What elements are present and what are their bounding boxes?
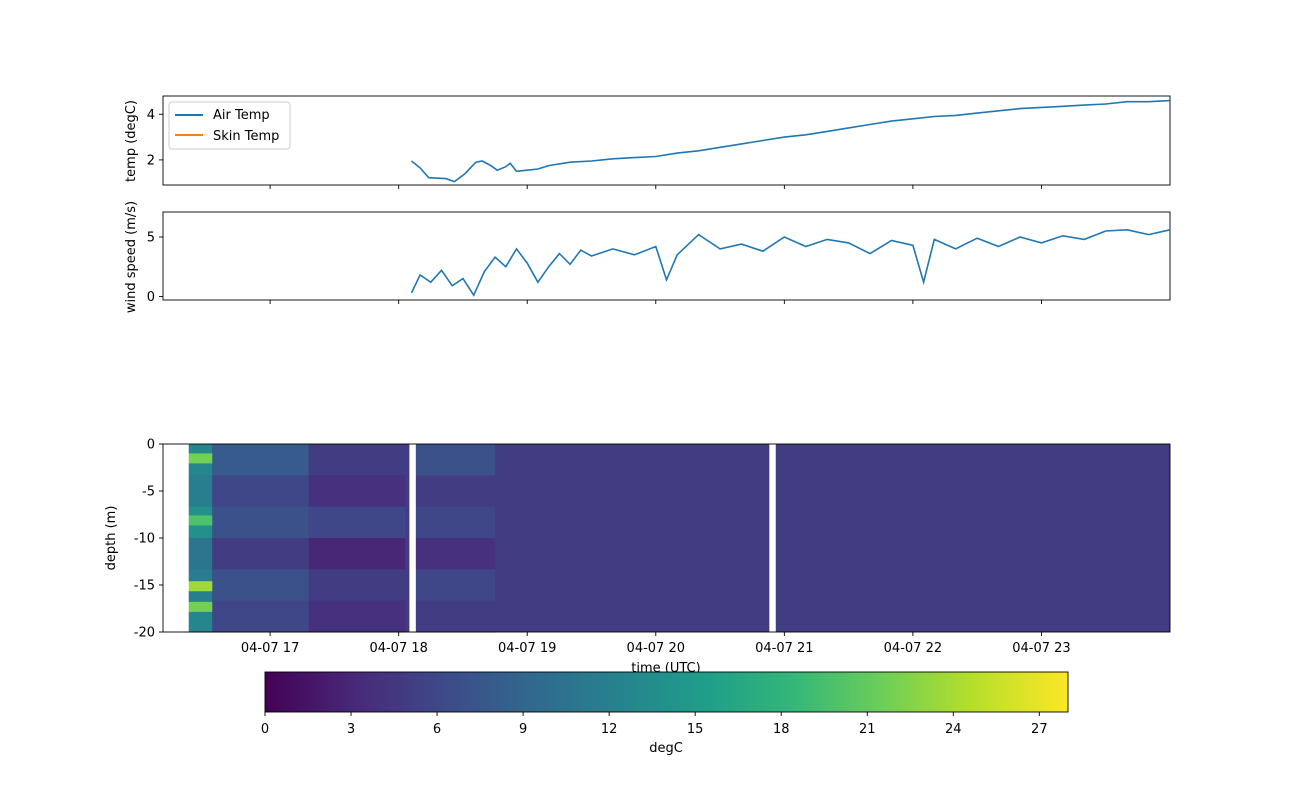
profile-panel: 0-5-10-15-20 04-07 17 04-07 18 04-07 19 04-… <box>104 438 1171 676</box>
temp-legend: Air Temp Skin Temp <box>168 101 291 150</box>
depth-ylabel: depth (m) <box>104 506 119 571</box>
temp-y-ticks: 24 <box>147 108 163 168</box>
time-xtick-label: 04-07 18 <box>369 641 427 656</box>
time-xtick-label: 04-07 21 <box>755 641 813 656</box>
colorbar-tick-label: 0 <box>261 722 269 737</box>
heatmap-cell <box>411 538 496 570</box>
heatmap-cell <box>411 600 496 633</box>
wind-x-ticks <box>269 300 1042 304</box>
wind-ylabel: wind speed (m/s) <box>124 201 139 313</box>
colorbar-gradient <box>264 671 1069 713</box>
wind-axes-frame <box>162 211 1171 301</box>
legend-label-air-temp: Air Temp <box>213 108 270 123</box>
wind-ytick-label: 5 <box>147 230 155 245</box>
heatmap-cell <box>308 475 406 508</box>
heatmap-cell <box>411 444 496 476</box>
colorbar-tick-label: 27 <box>1031 722 1048 737</box>
temp-ylabel: temp (degC) <box>124 100 139 182</box>
heatmap-cell <box>411 569 496 602</box>
colorbar: 0 3 6 9 12 15 18 21 24 27 degC <box>261 671 1069 756</box>
time-xtick-label: 04-07 22 <box>884 641 942 656</box>
heatmap-cell <box>186 538 213 570</box>
heatmap-cell <box>212 475 309 508</box>
heatmap-cell <box>212 569 309 602</box>
colorbar-tick-label: 18 <box>773 722 790 737</box>
temperature-heatmap <box>163 444 1170 633</box>
depth-y-ticks: 0 -5 -10 -15 -20 <box>134 438 163 641</box>
heatmap-cell <box>186 601 213 612</box>
wind-ytick-label: 0 <box>147 290 155 305</box>
heatmap-gap <box>769 444 776 632</box>
heatmap-cell <box>308 569 406 602</box>
heatmap-cell <box>308 506 406 539</box>
heatmap-cell <box>212 444 309 476</box>
time-xtick-label: 04-07 23 <box>1012 641 1070 656</box>
heatmap-cell <box>186 475 213 508</box>
heatmap-cell <box>186 453 213 464</box>
depth-ytick-label: -5 <box>142 485 155 500</box>
heatmap-cell <box>308 600 406 633</box>
temp-ytick-label: 4 <box>147 108 155 123</box>
depth-ytick-label: 0 <box>147 438 155 453</box>
time-xtick-label: 04-07 17 <box>241 641 299 656</box>
depth-ytick-label: -10 <box>134 532 155 547</box>
wind-panel: 05 wind speed (m/s) <box>124 201 1171 313</box>
colorbar-tick-label: 6 <box>433 722 441 737</box>
heatmap-cell <box>186 581 213 592</box>
heatmap-gap <box>163 444 189 632</box>
air-temp-line <box>410 99 1171 183</box>
temp-panel: 24 temp (degC) Air Temp Skin Temp <box>124 95 1171 189</box>
wind-y-ticks: 05 <box>147 230 163 305</box>
colorbar-tick-label: 3 <box>347 722 355 737</box>
legend-box <box>168 101 291 150</box>
heatmap-cell <box>212 506 309 539</box>
colorbar-tick-label: 9 <box>519 722 527 737</box>
heatmap-gap <box>409 444 416 632</box>
depth-ytick-label: -20 <box>134 626 155 641</box>
wind-speed-line <box>410 228 1171 297</box>
heatmap-cell <box>411 475 496 508</box>
temp-ytick-label: 2 <box>147 153 155 168</box>
heatmap-cell <box>411 506 496 539</box>
time-xtick-label: 04-07 19 <box>498 641 556 656</box>
time-xtick-label: 04-07 20 <box>627 641 685 656</box>
colorbar-tick-label: 12 <box>601 722 618 737</box>
heatmap-cell <box>212 538 309 570</box>
heatmap-cell <box>212 600 309 633</box>
temp-x-ticks <box>269 185 1042 189</box>
colorbar-label: degC <box>649 741 683 756</box>
depth-ytick-label: -15 <box>134 579 155 594</box>
colorbar-tick-label: 15 <box>687 722 704 737</box>
legend-label-skin-temp: Skin Temp <box>213 129 279 144</box>
heatmap-cell <box>186 515 213 526</box>
heatmap-cell <box>308 444 406 476</box>
colorbar-tick-label: 24 <box>945 722 962 737</box>
colorbar-tick-label: 21 <box>859 722 876 737</box>
time-x-ticks: 04-07 17 04-07 18 04-07 19 04-07 20 04-07 21… <box>241 632 1071 656</box>
heatmap-cell <box>308 538 406 570</box>
colorbar-ticks: 0 3 6 9 12 15 18 21 24 27 <box>261 712 1048 737</box>
